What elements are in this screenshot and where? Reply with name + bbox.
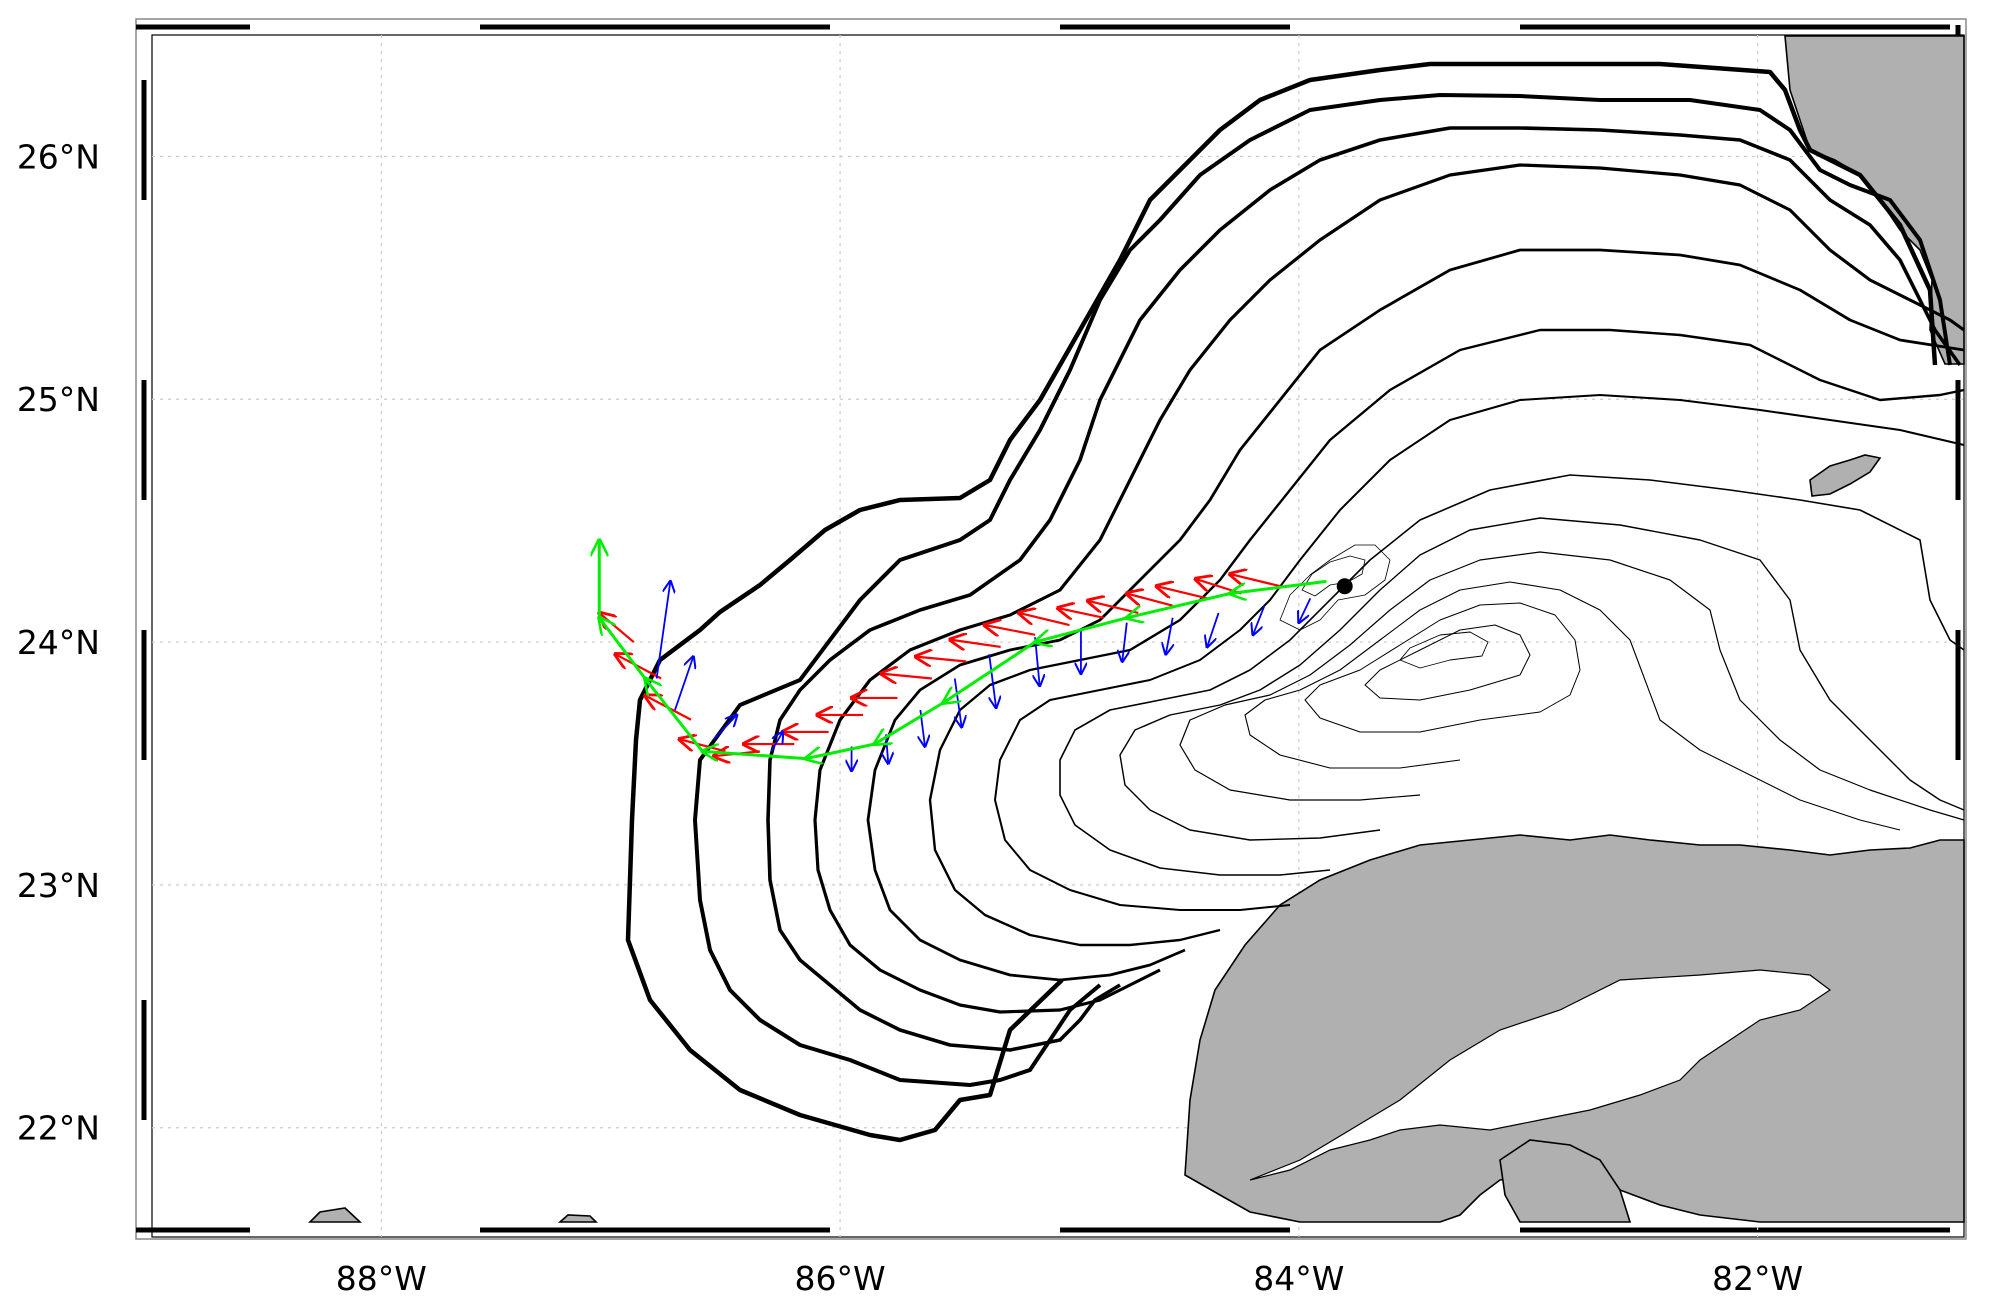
contour-line xyxy=(1399,631,1489,669)
isla-juventud xyxy=(1499,1139,1632,1223)
contour-line xyxy=(1244,581,1901,831)
red-arrow xyxy=(950,640,1001,647)
blue-arrow xyxy=(1122,622,1127,662)
contour-line xyxy=(1279,544,1391,631)
contour-line xyxy=(928,328,1965,947)
lat-label: 24°N xyxy=(17,623,100,662)
green-arrow xyxy=(702,751,806,758)
blue-arrow xyxy=(713,715,737,740)
map-frame-outer xyxy=(135,18,1967,1240)
red-arrow xyxy=(599,613,635,643)
red-arrow xyxy=(1088,601,1139,615)
contour-line xyxy=(1179,551,1965,821)
red-arrow xyxy=(615,654,662,680)
lon-label: 84°W xyxy=(1253,1259,1344,1298)
yucatan-tip-2 xyxy=(557,1214,598,1223)
contour-line xyxy=(994,394,1965,911)
travel-time-contours xyxy=(625,61,1965,1143)
red-arrow xyxy=(985,625,1036,635)
green-arrow xyxy=(599,618,646,680)
cuba-interior-water xyxy=(1249,969,1832,1181)
red-arrow xyxy=(1127,594,1173,607)
contour-line xyxy=(693,93,1952,1087)
red-vector-arrows xyxy=(599,574,1281,756)
red-arrow xyxy=(881,674,932,679)
lon-label: 82°W xyxy=(1712,1259,1803,1298)
green-arrow xyxy=(806,743,875,759)
blue-arrow xyxy=(988,654,996,707)
contour-line xyxy=(1059,474,1965,876)
green-arrow xyxy=(1230,580,1327,593)
green-arrow xyxy=(1127,592,1231,618)
green-arrow xyxy=(943,641,1036,703)
map-frame-inner xyxy=(151,34,1965,1238)
contour-line xyxy=(866,248,1965,982)
green-arrow xyxy=(875,701,944,744)
green-arrow xyxy=(645,678,704,752)
blue-arrow xyxy=(655,581,671,679)
blue-vector-arrows xyxy=(655,581,1312,770)
lon-label: 86°W xyxy=(795,1259,886,1298)
blue-arrow xyxy=(674,657,693,711)
lat-label: 25°N xyxy=(17,380,100,419)
green-arrow xyxy=(1035,616,1128,642)
longitude-labels: 88°W 86°W 84°W 82°W xyxy=(336,1259,1803,1298)
blue-arrow xyxy=(1253,605,1266,635)
contour-line xyxy=(625,61,1938,1143)
green-track-line xyxy=(597,540,1327,761)
lat-label: 22°N xyxy=(17,1109,100,1148)
blue-arrow xyxy=(1207,612,1220,647)
green-ray-track xyxy=(597,540,1327,761)
contour-line xyxy=(1119,517,1965,841)
source-point-marker xyxy=(1336,578,1353,595)
red-arrow xyxy=(1157,586,1208,600)
frame-ticks xyxy=(136,24,1961,1233)
contour-line xyxy=(766,126,1962,1052)
lat-label: 23°N xyxy=(17,866,100,905)
lon-label: 88°W xyxy=(336,1259,427,1298)
contour-line xyxy=(813,163,1965,1014)
red-arrow xyxy=(1019,613,1070,627)
florida-keys xyxy=(1809,454,1882,497)
yucatan-tip xyxy=(308,1207,363,1223)
blue-arrow xyxy=(1166,617,1173,654)
latitude-labels: 26°N 25°N 24°N 23°N 22°N xyxy=(17,137,100,1147)
red-arrow xyxy=(1058,608,1105,618)
red-arrow xyxy=(1230,574,1281,588)
contour-line xyxy=(1301,555,1366,597)
blue-arrow xyxy=(1299,597,1312,622)
contour-line xyxy=(1304,602,1581,733)
land-layer xyxy=(308,35,1965,1223)
contour-line xyxy=(1364,624,1531,701)
blue-arrow xyxy=(770,732,782,752)
lat-label: 26°N xyxy=(17,137,100,176)
red-arrow xyxy=(916,657,967,662)
